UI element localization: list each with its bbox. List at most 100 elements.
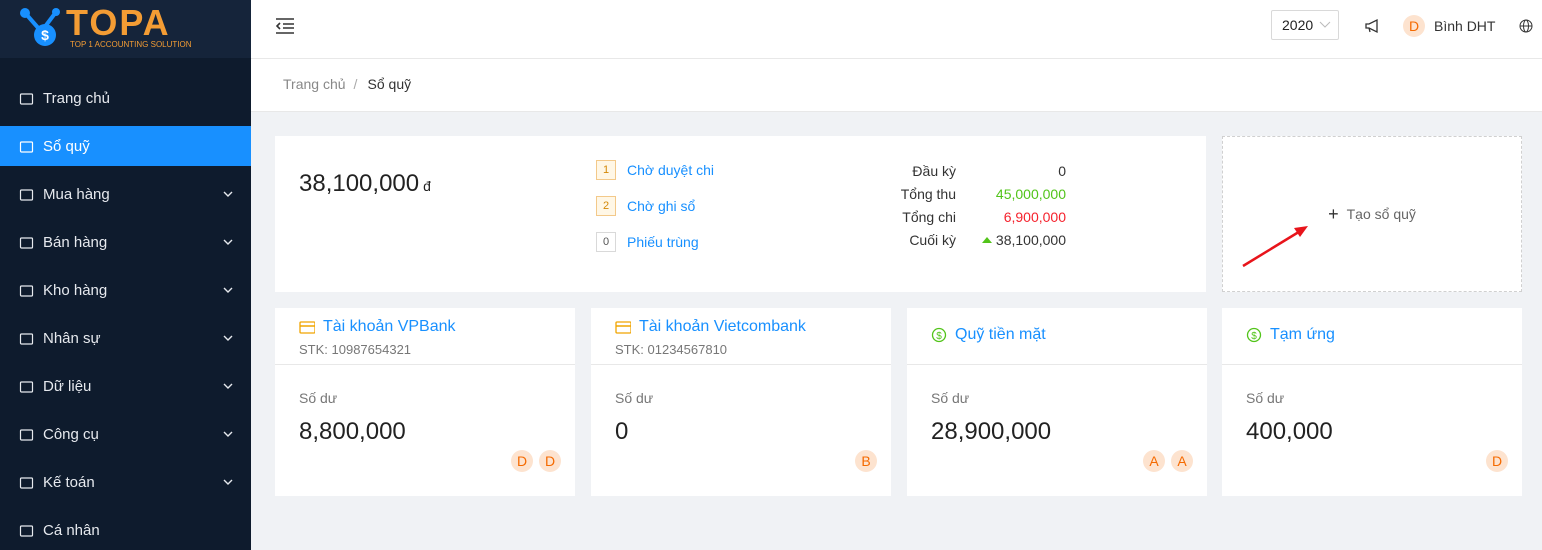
menu-icon-svg — [19, 381, 34, 393]
user-avatar: B — [855, 450, 877, 472]
total-balance: 38,100,000 — [299, 170, 420, 197]
dropdown-arrow — [1319, 21, 1331, 28]
logo-subtitle: TOP 1 ACCOUNTING SOLUTION — [70, 40, 192, 49]
plus-icon: + — [1328, 203, 1339, 224]
language-icon[interactable] — [1519, 19, 1533, 33]
trend-up-icon — [981, 234, 997, 255]
svg-text:$: $ — [1251, 331, 1257, 342]
cash-icon: $ — [1246, 327, 1262, 348]
submenu-arrow — [222, 284, 238, 304]
menu-icon — [19, 187, 35, 207]
menu-icon-svg — [19, 141, 34, 153]
svg-text:$: $ — [41, 27, 49, 43]
menu-label: Kho hàng — [43, 282, 108, 299]
menu-item[interactable]: Sổ quỹ — [0, 126, 251, 166]
balance: 28,900,000 — [931, 418, 1052, 445]
menu-icon — [19, 91, 35, 111]
logo[interactable]: $ TOPA TOP 1 ACCOUNTING SOLUTION — [0, 0, 251, 58]
menu-icon — [19, 475, 35, 495]
menu-icon-svg — [19, 333, 34, 345]
divider — [591, 364, 891, 365]
account-card[interactable]: Tài khoản VPBank STK: 10987654321 Số dư 8,8… — [275, 308, 575, 496]
balance-label: Số dư — [931, 390, 970, 406]
create-fund-button[interactable]: + Tạo sổ quỹ — [1222, 136, 1522, 292]
balance-value: 45,000,000 — [995, 186, 1066, 202]
user-avatar[interactable]: D — [1403, 15, 1425, 37]
balance-label: Số dư — [1246, 390, 1285, 406]
user-name[interactable]: Bình DHT — [1434, 18, 1496, 34]
card-icon-svg — [615, 321, 632, 334]
menu-icon-svg — [19, 93, 34, 105]
menu-item[interactable]: Bán hàng — [0, 222, 251, 262]
logo-icon: $ — [20, 8, 60, 46]
sidebar: Trang chủ Sổ quỹ Mua hàng Bán hàng Kho hàng N… — [0, 0, 251, 550]
menu-item[interactable]: Kho hàng — [0, 270, 251, 310]
account-name: Tạm ứng — [1270, 326, 1335, 343]
menu-label: Sổ quỹ — [43, 138, 90, 155]
submenu-arrow — [222, 428, 238, 448]
submenu-arrow-svg — [223, 287, 233, 293]
menu-label: Cá nhân — [43, 522, 100, 539]
create-fund-label: Tạo sổ quỹ — [1346, 206, 1416, 222]
cash-icon: $ — [931, 327, 947, 348]
submenu-arrow-svg — [223, 239, 233, 245]
account-card[interactable]: Tài khoản Vietcombank STK: 01234567810 Số … — [591, 308, 891, 496]
menu-icon — [19, 139, 35, 159]
menu-item[interactable]: Nhân sự — [0, 318, 251, 358]
menu-icon — [19, 379, 35, 399]
account-number: STK: 10987654321 — [299, 342, 412, 357]
logo-title: TOPA — [66, 2, 171, 43]
submenu-arrow-svg — [223, 479, 233, 485]
notification-icon[interactable] — [1364, 18, 1380, 34]
submenu-arrow-svg — [223, 335, 233, 341]
user-avatar: A — [1143, 450, 1165, 472]
trend-up-icon-svg — [982, 237, 992, 243]
account-card[interactable]: $ Quỹ tiền mặt Số dư 28,900,000 A A — [907, 308, 1207, 496]
account-name: Tài khoản Vietcombank — [639, 318, 806, 335]
menu-item[interactable]: Dữ liệu — [0, 366, 251, 406]
status-link[interactable]: Chờ ghi sổ — [627, 198, 696, 214]
card-icon — [299, 319, 316, 340]
user-avatar: D — [511, 450, 533, 472]
menu-item[interactable]: Cá nhân — [0, 510, 251, 550]
year-select[interactable]: 2020 — [1271, 10, 1339, 40]
menu-label: Trang chủ — [43, 90, 110, 107]
breadcrumb: Trang chủ / Sổ quỹ — [251, 59, 1542, 112]
breadcrumb-item[interactable]: Trang chủ — [283, 76, 346, 92]
submenu-arrow-svg — [223, 191, 233, 197]
menu-icon-svg — [19, 525, 34, 537]
menu-icon-svg — [19, 477, 34, 489]
menu-icon — [19, 523, 35, 543]
status-link[interactable]: Phiếu trùng — [627, 234, 699, 250]
balance: 8,800,000 — [299, 418, 406, 445]
account-name: Tài khoản VPBank — [323, 318, 456, 335]
divider — [1222, 364, 1522, 365]
summary-card: 38,100,000 đ 1 Chờ duyệt chi 2 Chờ ghi sổ 0 Phi… — [275, 136, 1206, 292]
submenu-arrow — [222, 236, 238, 256]
header: 2020 D Bình DHT — [251, 0, 1542, 59]
balance-label: Số dư — [299, 390, 338, 406]
menu-toggle[interactable] — [276, 18, 294, 34]
menu-item[interactable]: Mua hàng — [0, 174, 251, 214]
menu-item[interactable]: Trang chủ — [0, 78, 251, 118]
status-link[interactable]: Chờ duyệt chi — [627, 162, 715, 178]
balance-label: Số dư — [615, 390, 654, 406]
menu-label: Mua hàng — [43, 186, 110, 203]
menu-item[interactable]: Công cụ — [0, 414, 251, 454]
card-icon — [615, 319, 632, 340]
divider — [907, 364, 1207, 365]
account-card[interactable]: $ Tạm ứng Số dư 400,000 D — [1222, 308, 1522, 496]
status-count: 1 — [596, 160, 616, 180]
menu-label: Công cụ — [43, 426, 99, 443]
menu-item[interactable]: Kế toán — [0, 462, 251, 502]
balance-label: Cuối kỳ — [909, 232, 956, 248]
submenu-arrow-svg — [223, 431, 233, 437]
menu-icon — [19, 331, 35, 351]
menu-icon — [19, 235, 35, 255]
currency: đ — [423, 178, 431, 194]
status-count: 2 — [596, 196, 616, 216]
menu-label: Kế toán — [43, 474, 95, 491]
menu-icon-svg — [19, 429, 34, 441]
balance-value: 38,100,000 — [995, 232, 1066, 248]
